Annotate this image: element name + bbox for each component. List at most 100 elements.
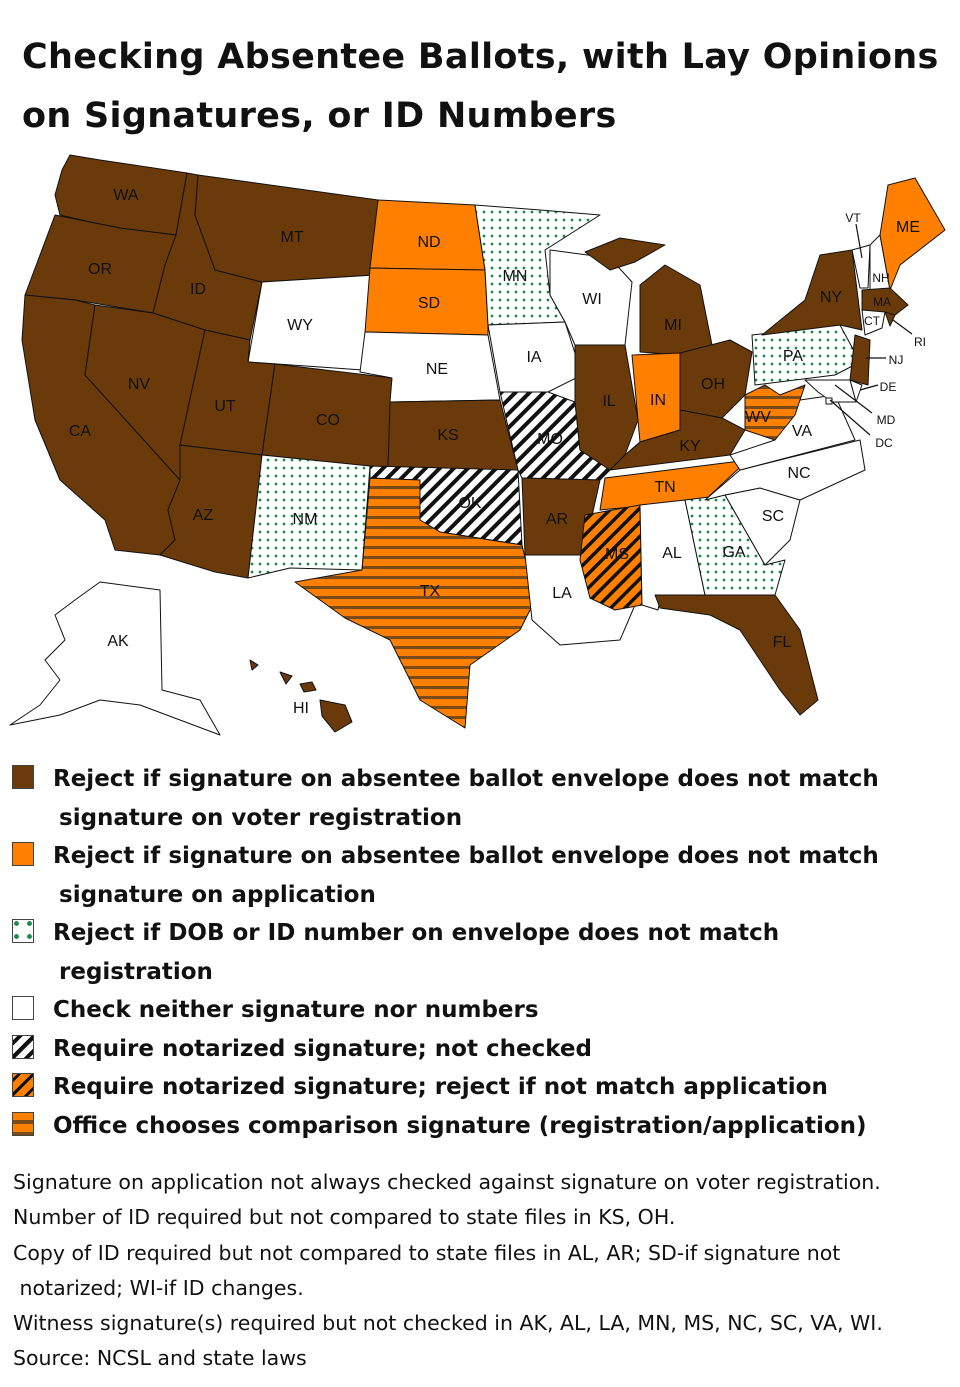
state-hi [249,659,353,733]
state-label: WV [745,409,771,426]
state-label: IN [650,392,666,409]
state-shape [487,321,583,393]
state-label: OH [701,376,725,393]
state-shape [247,454,371,579]
swatch-black-hatch [12,1034,34,1059]
state-label: AZ [193,507,214,524]
state-label: NJ [889,353,904,367]
legend-item-none: Check neither signature nor numbers [10,991,950,1030]
state-shape [599,459,749,511]
legend-label-cont: registration [59,958,213,985]
legend-item-notarized-unchecked: Require notarized signature; not checked [10,1030,950,1069]
legend-label: Reject if signature on absentee ballot e… [53,766,879,792]
legend-label: Require notarized signature; not checked [53,1035,592,1062]
state-label: IA [526,349,541,366]
state-label: PA [783,348,803,365]
state-label: DC [875,436,893,450]
state-ak [9,581,221,736]
map-title: Checking Absentee Ballots, with Lay Opin… [22,28,952,146]
swatch-orange-hatch [12,1073,34,1097]
state-label: TX [420,583,441,600]
state-label: TN [654,479,675,496]
state-label: ME [896,219,920,236]
state-label: NY [820,289,843,306]
swatch-solid-orange [12,842,34,866]
state-shape [299,681,317,693]
state-ky [609,409,746,471]
state-shape [851,244,871,289]
title-line-1: Checking Absentee Ballots, with Lay Opin… [22,37,939,77]
legend-item-id-number: Reject if DOB or ID number on envelope d… [10,914,950,991]
state-label: NM [293,511,318,528]
leader-line [892,319,913,335]
source-note: Source: NCSL and state laws [13,1346,307,1371]
state-shape [279,671,293,685]
legend-item-registration: Reject if signature on absentee ballot e… [10,760,950,837]
note: Number of ID required but not compared t… [13,1205,676,1230]
state-sd [364,267,489,336]
state-label: SD [418,295,440,312]
state-label: NH [872,271,889,285]
state-label: AL [662,545,682,562]
legend-item-notarized-application: Require notarized signature; reject if n… [10,1068,950,1107]
state-tx [294,477,536,729]
state-wv [744,384,806,441]
state-ma [861,287,909,316]
state-shape [609,409,746,471]
state-shape [849,334,871,386]
state-label: WI [582,291,602,308]
state-label: MI [664,317,682,334]
state-label: ND [417,234,440,251]
state-label: NE [426,361,448,378]
state-ri [884,311,896,327]
swatch-orange-stripes [12,1111,34,1136]
state-ia [487,321,583,393]
state-label: WY [287,317,313,334]
state-shape [249,659,259,671]
state-label: MO [537,431,563,448]
legend-label-cont: signature on application [59,881,376,908]
state-vt [851,244,871,289]
note: Witness signature(s) required but not ch… [13,1311,883,1336]
legend-label: Require notarized signature; reject if n… [53,1074,828,1100]
note: Copy of ID required but not compared to … [13,1240,841,1265]
state-label: OR [88,261,112,278]
leader-line [859,384,879,391]
state-mi [584,237,713,356]
state-shape [761,249,863,336]
state-label: HI [293,700,309,717]
note: Signature on application not always chec… [13,1170,881,1194]
state-label: DE [880,380,897,394]
us-map: WA OR CA ID NV MT WY UT AZ CO NM ND SD NE KS OK TX MN IA MO… [9,154,946,736]
legend-label: Office chooses comparison signature (reg… [53,1112,867,1139]
state-label: CA [69,423,92,440]
state-md [804,379,857,403]
state-shape [825,397,833,405]
state-fl [654,594,819,716]
state-label: ID [190,281,206,298]
state-label: FL [773,634,792,651]
state-label: VT [845,211,861,225]
state-label: KY [679,438,701,455]
state-label: MT [280,229,303,246]
state-shape [364,267,489,336]
state-label: RI [914,335,926,349]
note: notarized; WI-if ID changes. [13,1275,304,1300]
state-label: LA [552,585,572,602]
state-nj [849,334,871,386]
state-label: MD [877,413,896,427]
state-shape [654,594,819,716]
state-label: AR [546,511,568,528]
state-shape [744,384,806,441]
state-shape [319,699,353,733]
state-ct [861,309,886,336]
state-label: MS [605,546,629,563]
legend-item-application: Reject if signature on absentee ballot e… [10,837,950,914]
state-label: UT [214,398,236,415]
state-shape [639,264,713,356]
legend-label: Reject if DOB or ID number on envelope d… [53,920,780,946]
state-label: MN [503,268,528,285]
states-layer [9,154,946,736]
leader-line [829,399,871,436]
label-leaders [829,223,913,436]
